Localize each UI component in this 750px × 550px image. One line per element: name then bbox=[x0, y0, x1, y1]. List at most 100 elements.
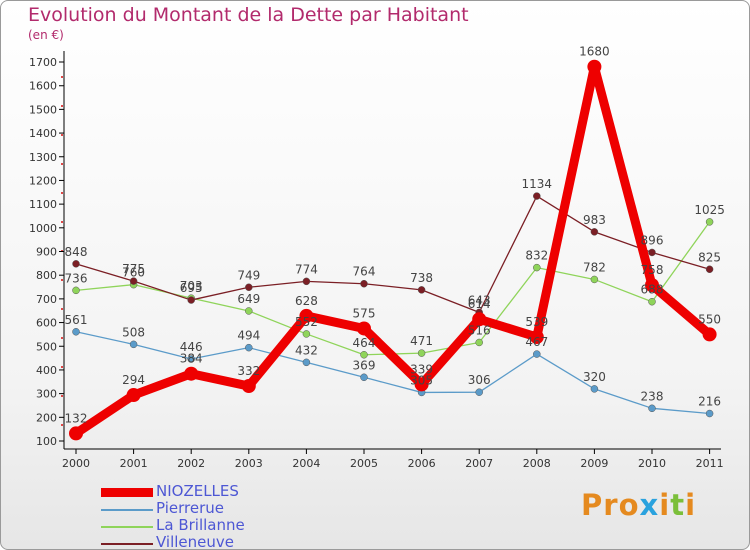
logo-letter: P bbox=[581, 488, 604, 522]
y-tick-label: 1700 bbox=[29, 56, 57, 69]
series-line-pierrerue bbox=[75, 331, 711, 415]
data-point bbox=[590, 228, 599, 236]
x-tick-label: 2011 bbox=[696, 457, 724, 470]
data-point bbox=[533, 263, 541, 272]
data-point bbox=[648, 297, 656, 306]
data-label: 446 bbox=[180, 340, 203, 354]
axis-dot bbox=[61, 76, 63, 78]
data-label: 825 bbox=[698, 250, 721, 264]
axis-dot bbox=[61, 395, 63, 397]
data-point bbox=[587, 59, 602, 74]
data-point bbox=[648, 404, 656, 413]
axis-dot bbox=[61, 134, 63, 136]
x-tick-label: 2006 bbox=[408, 457, 436, 470]
y-tick-label: 200 bbox=[36, 411, 57, 424]
data-label: 649 bbox=[237, 292, 260, 306]
data-point bbox=[414, 377, 429, 392]
logo-letter: x bbox=[639, 488, 660, 522]
data-point bbox=[705, 409, 714, 418]
data-label: 464 bbox=[353, 336, 376, 350]
data-point bbox=[245, 343, 253, 352]
data-label: 550 bbox=[698, 312, 721, 326]
data-point bbox=[705, 265, 714, 274]
y-tick-label: 500 bbox=[36, 340, 57, 353]
axis-dot bbox=[61, 337, 63, 339]
logo-letter: i bbox=[685, 488, 697, 522]
x-tick-label: 2003 bbox=[235, 457, 263, 470]
data-label: 467 bbox=[525, 335, 548, 349]
data-point bbox=[69, 426, 83, 441]
y-tick-label: 1500 bbox=[29, 103, 57, 116]
y-tick-label: 1200 bbox=[29, 174, 57, 187]
data-point bbox=[126, 388, 141, 403]
series-line-la-brillanne bbox=[75, 221, 711, 356]
legend-swatch bbox=[101, 488, 153, 497]
y-tick-label: 1300 bbox=[29, 151, 57, 164]
legend-swatch bbox=[101, 543, 153, 545]
logo-letter: i bbox=[659, 488, 671, 522]
y-tick-label: 100 bbox=[36, 435, 57, 448]
axis-dot bbox=[61, 192, 63, 194]
data-label: 552 bbox=[295, 315, 318, 329]
data-label: 628 bbox=[295, 294, 318, 308]
data-point bbox=[245, 283, 253, 292]
data-point bbox=[590, 275, 599, 284]
data-point bbox=[475, 388, 483, 396]
data-point bbox=[533, 192, 541, 200]
data-point bbox=[72, 328, 80, 336]
data-point bbox=[645, 278, 659, 293]
data-point bbox=[705, 218, 714, 226]
data-label: 332 bbox=[237, 364, 260, 378]
y-tick-label: 1400 bbox=[29, 127, 57, 140]
data-point bbox=[417, 349, 426, 357]
data-label: 848 bbox=[65, 245, 88, 259]
axis-dot bbox=[61, 163, 63, 165]
data-label: 216 bbox=[698, 395, 721, 409]
x-tick-label: 2005 bbox=[350, 457, 378, 470]
data-label: 832 bbox=[525, 249, 548, 263]
data-label: 983 bbox=[583, 213, 606, 227]
axis-dot bbox=[61, 279, 63, 281]
proxiti-logo: Proxiti bbox=[581, 488, 696, 522]
chart-title: Evolution du Montant de la Dette par Hab… bbox=[28, 4, 469, 26]
data-label: 471 bbox=[410, 334, 433, 348]
axis-dot bbox=[61, 105, 63, 107]
data-point bbox=[245, 307, 253, 315]
data-point bbox=[302, 358, 311, 367]
legend-swatch bbox=[101, 509, 153, 511]
data-label: 1680 bbox=[579, 45, 610, 59]
data-label: 238 bbox=[641, 389, 664, 403]
y-tick-label: 1600 bbox=[29, 80, 57, 93]
legend-label: NIOZELLES bbox=[156, 482, 239, 500]
y-tick-label: 1000 bbox=[29, 222, 57, 235]
data-point bbox=[475, 338, 483, 347]
data-label: 775 bbox=[122, 262, 145, 276]
data-label: 294 bbox=[122, 373, 145, 387]
data-label: 306 bbox=[468, 373, 491, 387]
data-label: 896 bbox=[641, 233, 664, 247]
data-label: 575 bbox=[353, 306, 376, 320]
data-label: 738 bbox=[410, 271, 433, 285]
data-label: 384 bbox=[180, 352, 203, 366]
data-point bbox=[529, 330, 544, 345]
data-label: 369 bbox=[353, 358, 376, 372]
legend-label: Pierrerue bbox=[156, 499, 224, 517]
series-line-villeneuve bbox=[75, 195, 711, 314]
data-label: 764 bbox=[353, 265, 376, 279]
axis-dot bbox=[61, 308, 63, 310]
data-point bbox=[648, 248, 656, 257]
data-label: 760 bbox=[122, 266, 145, 280]
data-point bbox=[129, 340, 138, 349]
y-tick-label: 900 bbox=[36, 246, 57, 259]
data-label: 782 bbox=[583, 260, 606, 274]
axis-dot bbox=[61, 424, 63, 426]
data-point bbox=[72, 260, 80, 268]
legend-label: Villeneuve bbox=[156, 533, 235, 550]
data-point bbox=[302, 277, 311, 286]
y-tick-label: 300 bbox=[36, 388, 57, 401]
data-point bbox=[302, 330, 311, 338]
data-label: 539 bbox=[525, 315, 548, 329]
data-label: 758 bbox=[641, 263, 664, 277]
